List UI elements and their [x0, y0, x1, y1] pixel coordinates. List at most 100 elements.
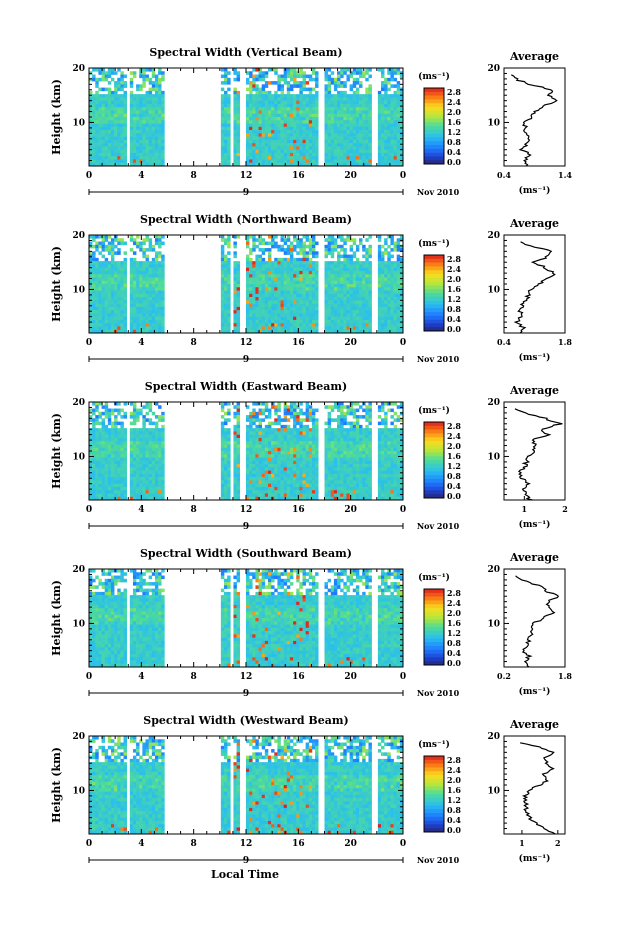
heatmap-cell: [105, 304, 108, 308]
heatmap-cell: [233, 156, 236, 160]
heatmap-cell: [277, 117, 280, 121]
heatmap-cell: [378, 68, 381, 72]
heatmap-cell: [161, 156, 164, 160]
heatmap-cell: [268, 274, 271, 278]
heatmap-cell: [268, 326, 271, 330]
heatmap-cell: [299, 242, 302, 246]
heatmap-cell: [142, 464, 145, 468]
heatmap-cell: [130, 313, 133, 317]
heatmap-cell: [98, 114, 101, 118]
heatmap-cell: [309, 94, 312, 98]
heatmap-cell: [237, 261, 240, 265]
heatmap-cell: [394, 120, 397, 124]
heatmap-cell: [161, 130, 164, 134]
heatmap-cell: [277, 94, 280, 98]
heatmap-cell: [265, 291, 268, 295]
heatmap-cell: [387, 297, 390, 301]
heatmap-cell: [387, 245, 390, 249]
heatmap-cell: [255, 281, 258, 285]
heatmap-cell: [265, 300, 268, 304]
x-tick-label: 12: [240, 171, 253, 181]
heatmap-cell: [350, 104, 353, 108]
heatmap-cell: [390, 140, 393, 144]
heatmap-cell: [284, 81, 287, 85]
heatmap-cell: [390, 143, 393, 147]
heatmap-cell: [381, 68, 384, 72]
heatmap-cell: [325, 120, 328, 124]
heatmap-cell: [124, 487, 127, 491]
heatmap-cell: [394, 91, 397, 95]
heatmap-cell: [284, 248, 287, 252]
heatmap-cell: [158, 127, 161, 131]
heatmap-cell: [331, 274, 334, 278]
heatmap-cell: [221, 248, 224, 252]
heatmap-cell: [340, 120, 343, 124]
heatmap-cell: [378, 153, 381, 157]
heatmap-cell: [378, 248, 381, 252]
heatmap-cell: [343, 97, 346, 101]
heatmap-cell: [108, 493, 111, 497]
heatmap-cell: [325, 97, 328, 101]
heatmap-cell: [397, 271, 400, 275]
heatmap-cell: [368, 143, 371, 147]
heatmap-cell: [259, 291, 262, 295]
heatmap-cell: [290, 307, 293, 311]
heatmap-cell: [111, 120, 114, 124]
heatmap-cell: [303, 281, 306, 285]
heatmap-cell: [315, 294, 318, 298]
heatmap-cell: [378, 268, 381, 272]
heatmap-cell: [249, 281, 252, 285]
heatmap-cell: [325, 313, 328, 317]
heatmap-cell: [315, 110, 318, 114]
heatmap-cell: [146, 458, 149, 462]
heatmap-cell: [105, 310, 108, 314]
heatmap-cell: [142, 474, 145, 478]
heatmap-cell: [117, 461, 120, 465]
heatmap-cell: [268, 91, 271, 95]
heatmap-cell: [237, 297, 240, 301]
heatmap-cell: [114, 451, 117, 455]
heatmap-cell: [274, 117, 277, 121]
heatmap-cell: [146, 110, 149, 114]
heatmap-cell: [114, 287, 117, 291]
heatmap-cell: [227, 297, 230, 301]
heatmap-cell: [152, 444, 155, 448]
heatmap-cell: [136, 107, 139, 111]
heatmap-cell: [296, 114, 299, 118]
heatmap-cell: [139, 130, 142, 134]
heatmap-cell: [149, 431, 152, 435]
heatmap-cell: [337, 114, 340, 118]
heatmap-cell: [233, 78, 236, 82]
heatmap-cell: [271, 107, 274, 111]
heatmap-cell: [381, 84, 384, 88]
heatmap-cell: [155, 130, 158, 134]
heatmap-cell: [281, 304, 284, 308]
heatmap-cell: [350, 317, 353, 321]
heatmap-cell: [303, 150, 306, 154]
heatmap-cell: [246, 323, 249, 327]
heatmap-cell: [262, 101, 265, 105]
heatmap-cell: [149, 464, 152, 468]
heatmap-cell: [114, 409, 117, 413]
colorbar-swatch: [424, 274, 444, 278]
heatmap-cell: [390, 310, 393, 314]
heatmap-cell: [271, 130, 274, 134]
heatmap-cell: [149, 487, 152, 491]
heatmap-cell: [117, 317, 120, 321]
heatmap-cell: [108, 264, 111, 268]
heatmap-cell: [277, 287, 280, 291]
heatmap-cell: [299, 238, 302, 242]
heatmap-cell: [303, 291, 306, 295]
heatmap-cell: [384, 251, 387, 255]
heatmap-cell: [89, 110, 92, 114]
heatmap-cell: [334, 156, 337, 160]
heatmap-cell: [262, 313, 265, 317]
heatmap-cell: [152, 487, 155, 491]
heatmap-cell: [221, 130, 224, 134]
heatmap-cell: [378, 124, 381, 128]
heatmap-cell: [312, 242, 315, 246]
heatmap-cell: [146, 435, 149, 439]
heatmap-cell: [221, 281, 224, 285]
heatmap-cell: [265, 156, 268, 160]
heatmap-cell: [237, 159, 240, 163]
